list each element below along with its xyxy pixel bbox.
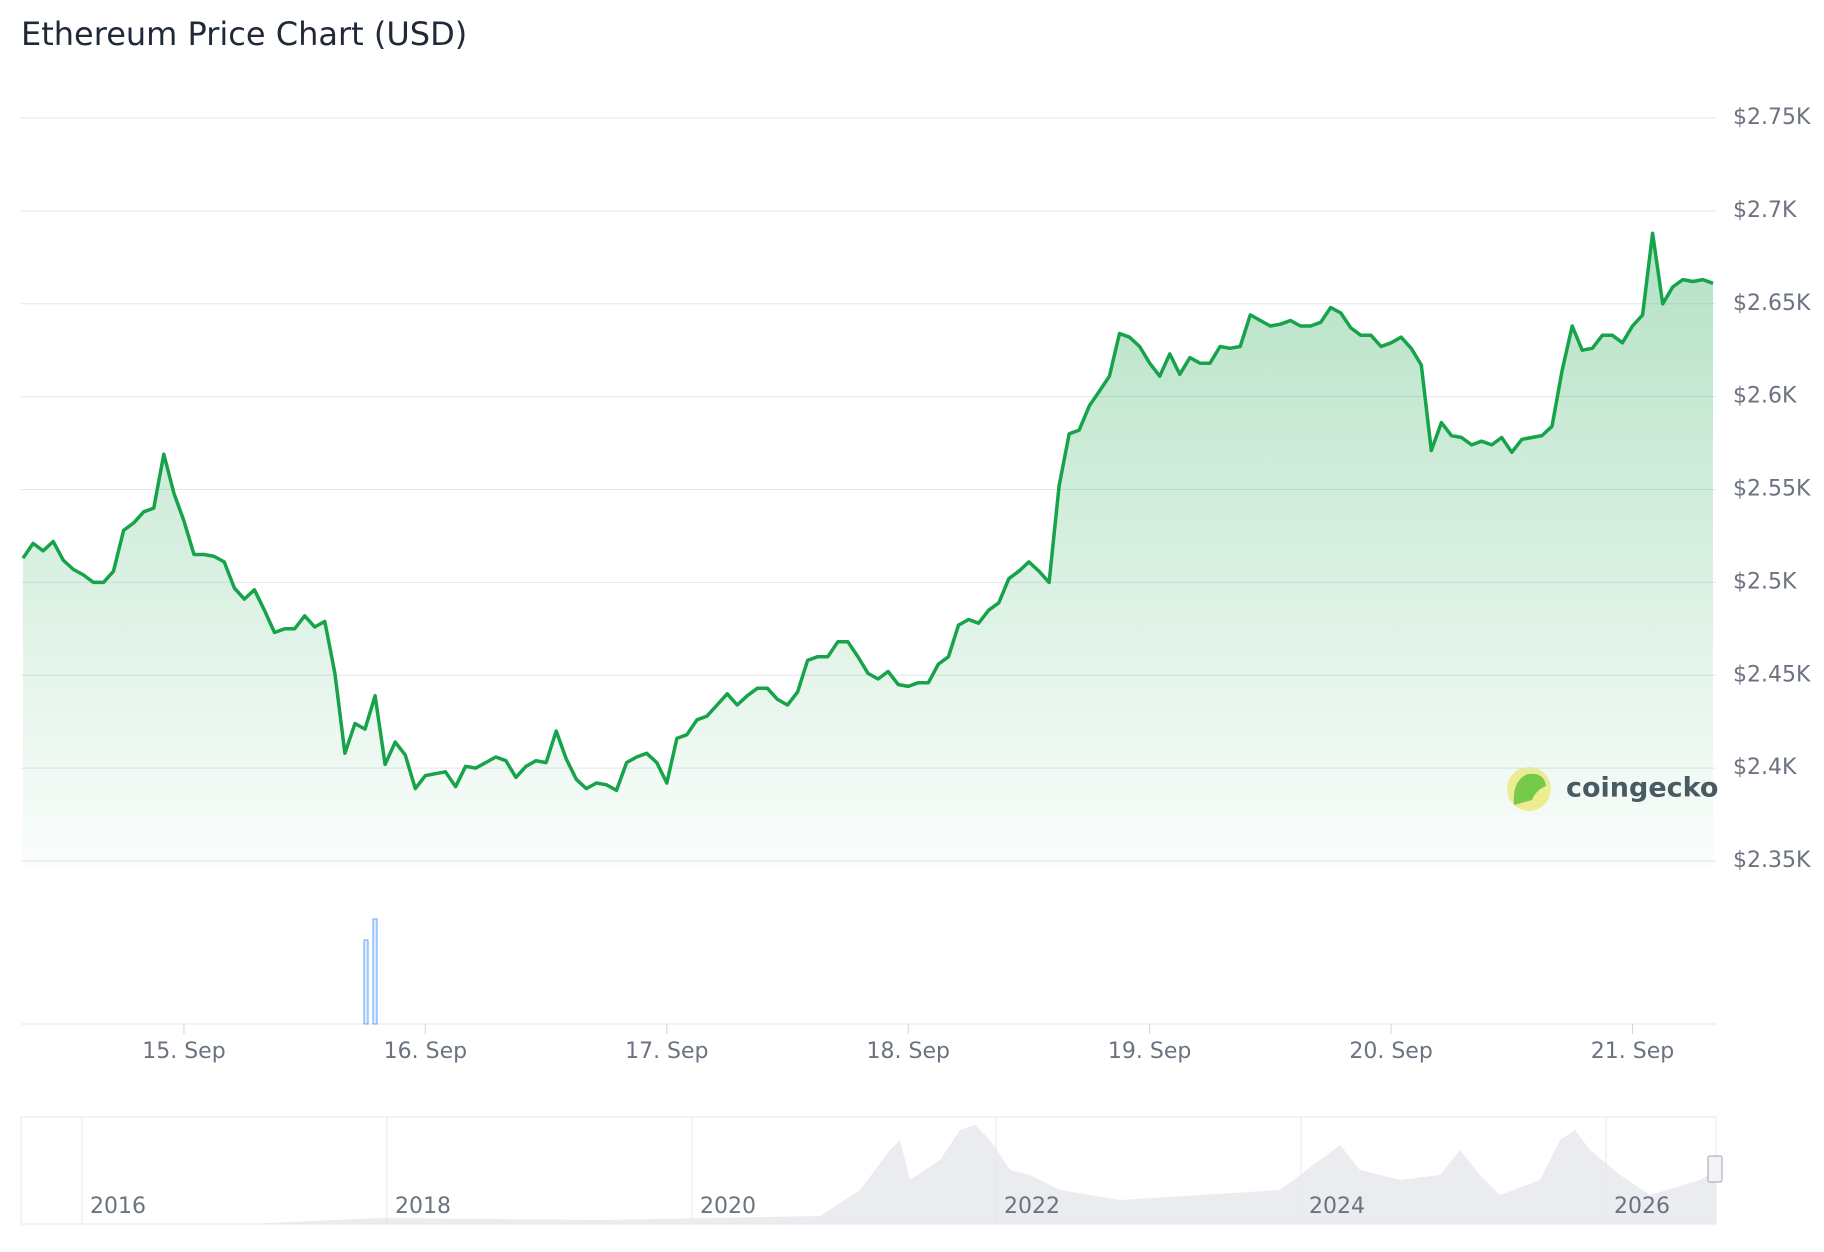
volume-bar — [372, 918, 378, 1025]
x-tick-label: 17. Sep — [625, 1039, 708, 1064]
x-tick-label: 20. Sep — [1349, 1039, 1432, 1064]
y-tick-label: $2.6K — [1733, 384, 1797, 409]
y-tick-label: $2.75K — [1733, 105, 1811, 130]
navigator-area — [250, 1125, 1716, 1224]
y-tick-label: $2.55K — [1733, 477, 1811, 502]
y-tick-label: $2.45K — [1733, 662, 1811, 687]
navigator-label: 2022 — [1004, 1194, 1060, 1219]
navigator-label: 2024 — [1309, 1194, 1365, 1219]
navigator-label: 2016 — [90, 1194, 146, 1219]
y-tick-label: $2.5K — [1733, 569, 1797, 594]
x-tick-label: 15. Sep — [142, 1039, 225, 1064]
y-tick-label: $2.35K — [1733, 848, 1811, 873]
x-tick-label: 18. Sep — [867, 1039, 950, 1064]
navigator-label: 2026 — [1614, 1194, 1670, 1219]
navigator-label: 2018 — [395, 1194, 451, 1219]
navigator-label: 2020 — [700, 1194, 756, 1219]
volume-bar — [363, 939, 369, 1025]
x-tick-label: 21. Sep — [1591, 1039, 1674, 1064]
y-tick-label: $2.65K — [1733, 291, 1811, 316]
y-tick-label: $2.4K — [1733, 755, 1797, 780]
area — [23, 233, 1713, 867]
x-tick-label: 16. Sep — [384, 1039, 467, 1064]
x-tick-label: 19. Sep — [1108, 1039, 1191, 1064]
chart-title: Ethereum Price Chart (USD) — [21, 15, 467, 53]
navigator-handle[interactable] — [1707, 1155, 1723, 1183]
price-line — [21, 231, 1714, 793]
y-tick-label: $2.7K — [1733, 198, 1797, 223]
